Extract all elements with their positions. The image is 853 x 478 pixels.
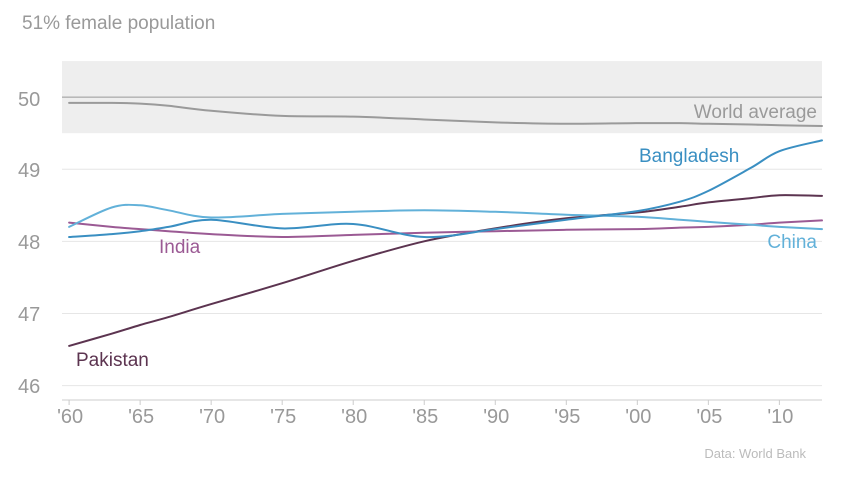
y-tick-label: 47 [18,304,40,326]
y-tick-label: 46 [18,376,40,398]
x-tick-label: '80 [341,406,367,428]
gridlines [62,96,822,405]
x-tick-label: '05 [696,406,722,428]
source-note: Data: World Bank [704,446,806,461]
world-average-label: World average [694,102,817,123]
x-tick-label: '65 [128,406,154,428]
x-tick-label: '75 [270,406,296,428]
china-line [68,203,823,231]
pakistan-line [68,194,823,347]
x-tick-label: '00 [625,406,651,428]
x-tick-label: '85 [412,406,438,428]
y-tick-label: 49 [18,160,40,182]
x-tick-label: '90 [483,406,509,428]
chart-title: 51% female population [22,13,215,34]
x-tick-label: '10 [767,406,793,428]
pakistan-label: Pakistan [76,350,149,371]
china-label: China [767,232,817,253]
series-lines [68,101,823,347]
bangladesh-line [68,139,823,239]
india-line [68,219,823,239]
x-tick-label: '70 [199,406,225,428]
india-label: India [159,237,201,258]
y-tick-label: 50 [18,89,40,111]
bangladesh-label: Bangladesh [639,146,739,167]
world-average-line [68,101,823,127]
x-tick-label: '95 [554,406,580,428]
x-tick-labels: '60 '65 '70 '75 '80 '85 '90 '95 '00 '05 '10 [57,406,793,428]
x-tick-label: '60 [57,406,83,428]
y-tick-label: 48 [18,232,40,254]
